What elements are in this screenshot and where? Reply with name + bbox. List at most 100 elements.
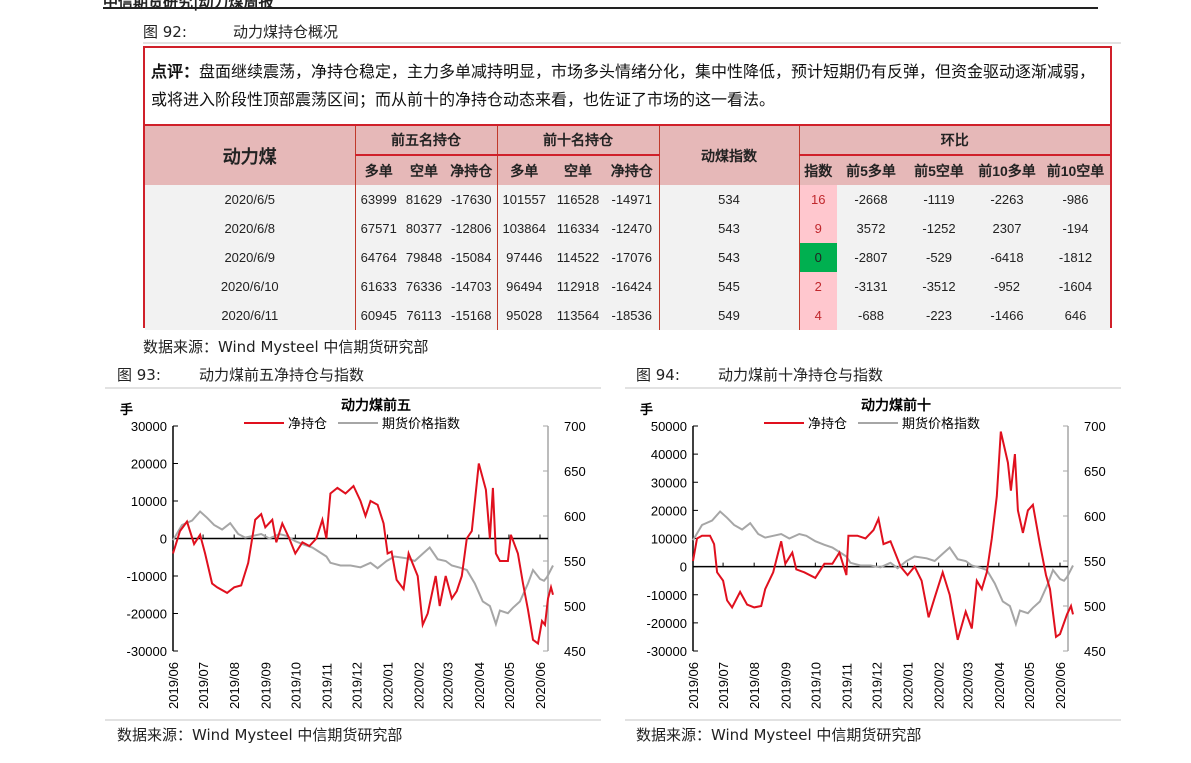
change-cell: -952 — [973, 272, 1041, 301]
change-cell: -6418 — [973, 243, 1041, 272]
x-tick-label: 2020/04 — [992, 662, 1007, 709]
comment-text: 点评：盘面继续震荡，净持仓稳定，主力多单减持明显，市场多头情绪分化，集中性降低，… — [151, 58, 1104, 114]
x-tick-label: 2020/06 — [533, 662, 548, 709]
y2-tick-label: 600 — [1084, 509, 1106, 524]
x-tick-label: 2019/12 — [350, 662, 365, 709]
date-cell: 2020/6/9 — [145, 243, 355, 272]
table-row: 2020/6/5 63999 81629 -17630 101557 116528 -149… — [145, 185, 1110, 214]
y-tick-label: -30000 — [647, 644, 687, 659]
date-cell: 2020/6/10 — [145, 272, 355, 301]
x-tick-label: 2020/03 — [961, 662, 976, 709]
y2-tick-label: 700 — [564, 419, 586, 434]
change-header: 前10多单 — [973, 154, 1041, 185]
index-cell: 543 — [658, 243, 799, 272]
change-cell: 3572 — [837, 214, 905, 243]
x-tick-label: 2019/07 — [196, 662, 211, 709]
position-cell: 67571 — [354, 214, 402, 243]
change-header: 前5多单 — [837, 154, 905, 185]
position-cell: -17076 — [605, 243, 659, 272]
holdings-table: 动力煤 前五名持仓 前十名持仓 动煤指数 环比 多单 空单 净持仓 多单 空单 净持仓 指数… — [145, 124, 1110, 330]
change-cell: -1812 — [1041, 243, 1110, 272]
y-tick-label: 0 — [680, 560, 687, 575]
legend-label: 净持仓 — [808, 416, 847, 431]
position-cell: -14703 — [446, 272, 497, 301]
y-tick-label: -20000 — [647, 616, 687, 631]
y-tick-label: 30000 — [131, 419, 167, 434]
x-tick-label: 2020/05 — [1022, 662, 1037, 709]
x-tick-label: 2020/02 — [932, 662, 947, 709]
position-cell: 76336 — [402, 272, 446, 301]
y2-tick-label: 550 — [564, 554, 586, 569]
change-header: 前10空单 — [1041, 154, 1110, 185]
header-rule — [103, 7, 1098, 9]
position-cell: -18536 — [605, 301, 659, 330]
date-cell: 2020/6/5 — [145, 185, 355, 214]
sub-header: 多单 — [496, 154, 551, 185]
y2-tick-label: 650 — [1084, 464, 1106, 479]
y2-tick-label: 450 — [564, 644, 586, 659]
change-cell: -1252 — [905, 214, 973, 243]
x-tick-label: 2020/01 — [901, 662, 916, 709]
y-tick-label: 10000 — [651, 532, 687, 547]
x-tick-label: 2019/06 — [166, 662, 181, 709]
change-cell: -1466 — [973, 301, 1041, 330]
y-tick-label: 30000 — [651, 475, 687, 490]
table-row: 2020/6/9 64764 79848 -15084 97446 114522 -1707… — [145, 243, 1110, 272]
change-cell: -529 — [905, 243, 973, 272]
sub-header: 多单 — [354, 154, 402, 185]
sub-header: 空单 — [402, 154, 446, 185]
x-tick-label: 2019/07 — [716, 662, 731, 709]
table-row: 2020/6/8 67571 80377 -12806 103864 116334 -124… — [145, 214, 1110, 243]
table-row: 2020/6/11 60945 76113 -15168 95028 113564 -185… — [145, 301, 1110, 330]
x-tick-label: 2019/08 — [747, 662, 762, 709]
y2-tick-label: 700 — [1084, 419, 1106, 434]
x-tick-label: 2020/03 — [441, 662, 456, 709]
position-summary-table: 点评：盘面继续震荡，净持仓稳定，主力多单减持明显，市场多头情绪分化，集中性降低，… — [143, 46, 1112, 330]
change-cell: 2307 — [973, 214, 1041, 243]
x-tick-label: 2019/10 — [288, 662, 303, 709]
figure94-source: 数据来源：Wind Mysteel 中信期货研究部 — [636, 726, 922, 744]
figure-label: 图 94: — [636, 366, 680, 384]
position-cell: 63999 — [354, 185, 402, 214]
figure-label: 图 93: — [117, 366, 161, 384]
page-header-fragment: 中信期货研究|动力煤周报 — [103, 0, 274, 11]
table-row: 2020/6/10 61633 76336 -14703 96494 112918 -164… — [145, 272, 1110, 301]
change-cell: -2263 — [973, 185, 1041, 214]
position-cell: 112918 — [551, 272, 605, 301]
index-cell: 545 — [658, 272, 799, 301]
change-cell: -1604 — [1041, 272, 1110, 301]
caption-divider — [105, 387, 601, 389]
x-tick-label: 2019/12 — [870, 662, 885, 709]
y-tick-label: 50000 — [651, 419, 687, 434]
y-tick-label: 0 — [160, 532, 167, 547]
group-change: 环比 — [798, 124, 1110, 155]
y-axis-unit: 手 — [120, 402, 133, 417]
y-tick-label: 20000 — [651, 503, 687, 518]
legend-label: 净持仓 — [288, 416, 327, 431]
chart-title: 动力煤前十 — [861, 397, 931, 413]
caption-divider — [143, 42, 1121, 44]
position-cell: -14971 — [605, 185, 659, 214]
change-cell: -2668 — [837, 185, 905, 214]
position-cell: -12806 — [446, 214, 497, 243]
x-tick-label: 2019/06 — [686, 662, 701, 709]
position-cell: 114522 — [551, 243, 605, 272]
figure93-source: 数据来源：Wind Mysteel 中信期货研究部 — [117, 726, 403, 744]
x-tick-label: 2019/09 — [778, 662, 793, 709]
position-cell: -16424 — [605, 272, 659, 301]
position-cell: 81629 — [402, 185, 446, 214]
position-cell: 97446 — [496, 243, 551, 272]
change-cell: 646 — [1041, 301, 1110, 330]
change-cell: -1119 — [905, 185, 973, 214]
legend-label: 期货价格指数 — [902, 416, 980, 431]
index-change-cell: 4 — [798, 301, 837, 330]
figure94-caption: 图 94: 动力煤前十净持仓与指数 — [636, 364, 883, 385]
position-cell: -12470 — [605, 214, 659, 243]
position-cell: 116334 — [551, 214, 605, 243]
x-tick-label: 2020/02 — [412, 662, 427, 709]
position-cell: -15084 — [446, 243, 497, 272]
change-cell: -194 — [1041, 214, 1110, 243]
price-index-line — [172, 510, 554, 628]
y-axis-unit: 手 — [640, 402, 653, 417]
